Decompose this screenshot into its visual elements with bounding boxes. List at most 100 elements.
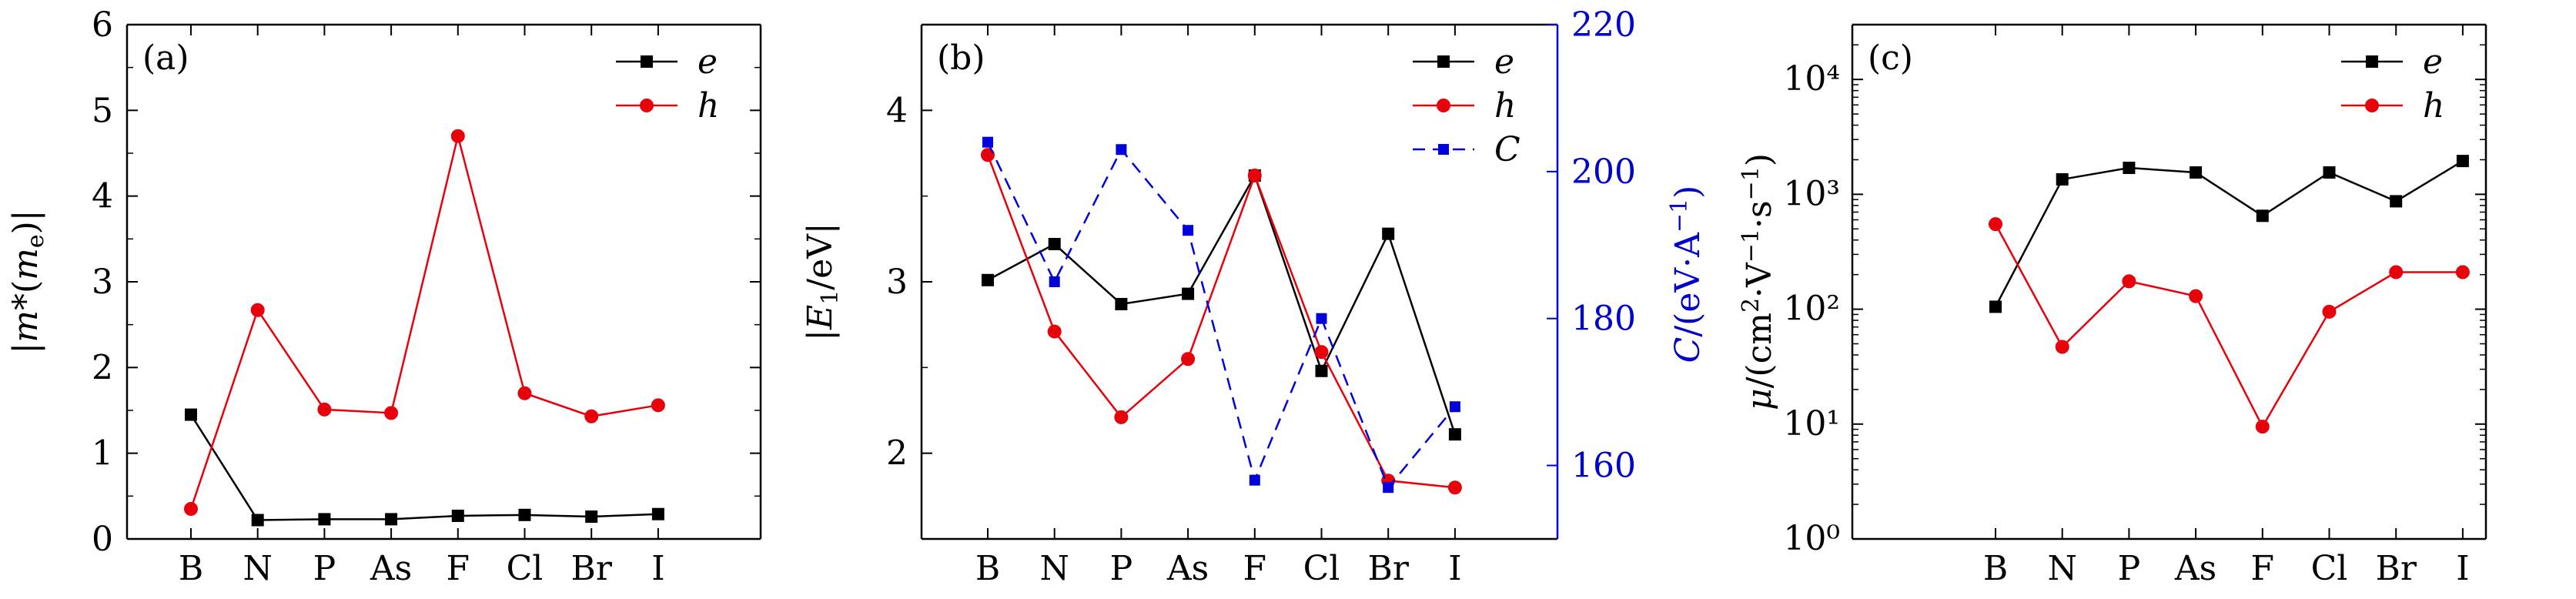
y-tick-label: 10¹ — [1783, 404, 1840, 443]
panel-label: (c) — [1868, 38, 1913, 78]
y-tick-label: 10² — [1783, 289, 1840, 329]
x-tick-label: As — [1166, 549, 1209, 588]
series-e — [982, 169, 1461, 441]
y-tick-label: 6 — [92, 5, 113, 45]
series-C-point-4 — [1249, 474, 1260, 486]
series-e-line — [189, 413, 658, 521]
label-part: μ — [1740, 388, 1779, 410]
y2-tick-label: 220 — [1571, 5, 1636, 45]
series-h — [1989, 217, 2470, 434]
y-tick-label: 4 — [92, 177, 113, 216]
label-part: ) — [1740, 153, 1779, 166]
series-h-point-6 — [2389, 265, 2404, 279]
legend-h-point-legend — [1437, 99, 1450, 112]
series-e-point-3 — [1182, 287, 1195, 300]
x-tick-label: B — [179, 549, 203, 588]
label-part: )| — [6, 209, 45, 234]
series-e-point-3 — [2190, 166, 2203, 179]
x-tick-label: F — [1243, 549, 1267, 588]
label-part: *( — [6, 280, 45, 310]
y-tick-label: 10³ — [1783, 174, 1840, 213]
y-axis-label: C/(eV·A−1) — [1666, 186, 1708, 363]
series-C-point-3 — [1183, 225, 1194, 236]
y2-tick-label: 200 — [1571, 152, 1636, 192]
series-e-point-2 — [1115, 297, 1128, 310]
series-e-line — [987, 172, 1457, 435]
series-e-point-6 — [2390, 195, 2403, 208]
y-tick-label: 0 — [92, 520, 113, 559]
series-h-point-3 — [2189, 289, 2203, 303]
legend: ehC — [1413, 42, 1521, 169]
label-part: E — [801, 305, 840, 330]
series-h-point-1 — [2055, 340, 2069, 354]
series-h-point-2 — [317, 402, 332, 417]
series-e-point-6 — [1382, 227, 1395, 240]
series-C-point-6 — [1383, 482, 1394, 494]
series-h-point-0 — [1989, 217, 2002, 232]
label-part: ·s — [1740, 200, 1779, 229]
label-part: C — [1668, 337, 1708, 363]
series-h-point-4 — [1247, 168, 1262, 182]
y-tick-label: 5 — [92, 91, 113, 130]
y-tick-label: 10⁰ — [1783, 519, 1840, 558]
series-h-point-0 — [981, 148, 995, 162]
legend-h-point-legend — [640, 99, 654, 112]
series-h-line — [1994, 223, 2463, 429]
x-tick-label: P — [313, 549, 336, 588]
series-h — [184, 129, 665, 517]
legend-label-h: h — [698, 86, 719, 125]
y-tick-label: 3 — [92, 263, 113, 302]
legend: eh — [616, 42, 719, 125]
series-e-point-5 — [1315, 364, 1328, 377]
y-axis-label-text: |E1/eV| — [801, 223, 844, 341]
series-e-point-5 — [2323, 166, 2336, 179]
series-e — [1989, 155, 2469, 313]
legend-e-point-legend — [641, 55, 653, 68]
panel-b: B N P As F Cl Br I 2 3 4 160 180 200 220 (b) ehC — [886, 5, 1636, 588]
legend-e-point-legend — [1437, 55, 1450, 68]
series-e-point-1 — [2056, 172, 2069, 186]
label-part: ·V — [1740, 262, 1779, 298]
series-h-point-2 — [1114, 410, 1129, 424]
label-part: ) — [1668, 186, 1708, 199]
y-axis-label: |m*(me)| — [6, 209, 49, 353]
x-tick-label: N — [1039, 549, 1069, 588]
panel-a: B N P As F Cl Br I 0 1 2 3 4 5 6 (a) eh — [92, 5, 762, 588]
y2-tick-label: 160 — [1571, 447, 1636, 486]
x-tick-label: I — [2456, 549, 2469, 588]
legend-e-point-legend — [2366, 55, 2378, 68]
panel-label: (b) — [937, 38, 985, 78]
series-C-line — [986, 142, 1456, 490]
x-tick-label: Br — [571, 549, 613, 588]
series-h-point-7 — [1447, 480, 1462, 495]
x-tick-label: N — [243, 549, 273, 588]
legend-C-point-legend — [1438, 144, 1449, 155]
series-e-line — [1994, 160, 2464, 308]
y-axis-label-text: |m*(me)| — [6, 209, 49, 353]
legend-label-C: C — [1494, 130, 1521, 169]
series-h-point-0 — [184, 502, 198, 517]
x-tick-label: F — [2251, 549, 2275, 588]
y-axis-label-text: μ/(cm2·V−1·s−1) — [1738, 153, 1779, 410]
label-part: /eV| — [801, 223, 840, 289]
series-h-point-3 — [384, 406, 399, 420]
series-h-point-5 — [1314, 345, 1329, 360]
y-axis-label: μ/(cm2·V−1·s−1) — [1738, 153, 1779, 410]
series-e-point-3 — [385, 513, 398, 526]
label-part: −1 — [1666, 199, 1693, 233]
label-part: 2 — [1738, 298, 1765, 313]
series-e-point-0 — [1989, 300, 2002, 313]
series-h — [981, 148, 1462, 495]
series-e-point-7 — [2456, 155, 2469, 168]
series-e-point-6 — [585, 510, 598, 524]
series-e-point-7 — [651, 507, 664, 520]
series-C-point-2 — [1116, 144, 1127, 156]
series-h-line — [986, 154, 1456, 489]
series-C-point-7 — [1449, 401, 1460, 413]
x-tick-label: I — [651, 549, 664, 588]
y-tick-label: 4 — [886, 91, 908, 130]
series-C-point-1 — [1049, 276, 1060, 287]
series-e-point-7 — [1448, 428, 1461, 441]
y2-tick-label: 180 — [1571, 300, 1636, 339]
